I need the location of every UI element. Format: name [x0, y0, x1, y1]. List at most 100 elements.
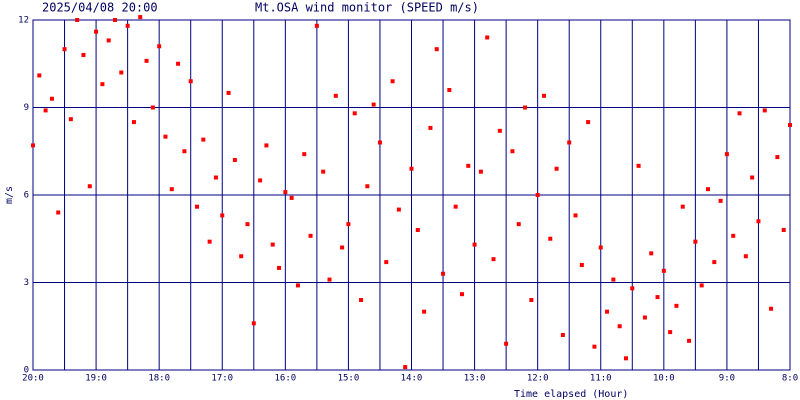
data-point [617, 324, 622, 329]
data-point [87, 184, 92, 189]
data-point [220, 213, 225, 218]
data-point [371, 102, 376, 107]
data-point [403, 365, 408, 370]
x-tick-label: 17:0 [211, 374, 233, 384]
data-point [415, 228, 420, 232]
x-axis-label: Time elapsed (Hour) [514, 389, 628, 400]
data-point [169, 187, 174, 192]
data-point [699, 283, 704, 288]
data-point [428, 125, 433, 130]
x-tick-label: 9:0 [719, 374, 735, 384]
date-title: 2025/04/08 20:00 [42, 1, 158, 15]
data-point [718, 198, 723, 203]
data-point [529, 298, 534, 302]
x-tick-label: 16:0 [274, 374, 296, 384]
data-point [321, 169, 326, 174]
data-point [712, 260, 717, 265]
data-point [409, 166, 414, 171]
data-point [176, 61, 181, 66]
data-point [31, 143, 35, 148]
data-point [705, 187, 710, 192]
data-point [396, 207, 401, 212]
data-point [636, 163, 641, 168]
x-tick-label: 14:0 [401, 374, 423, 384]
y-tick-label: 0 [24, 366, 29, 376]
y-tick-label: 12 [18, 16, 29, 26]
data-point [182, 149, 187, 154]
data-point [308, 233, 313, 238]
data-point [655, 295, 660, 300]
data-point [516, 222, 521, 227]
data-point [302, 152, 307, 157]
data-point [150, 105, 155, 110]
x-tick-label: 11:0 [590, 374, 612, 384]
data-point [295, 283, 300, 288]
data-point [693, 239, 698, 244]
y-axis-label: m/s [4, 186, 15, 204]
data-point [756, 219, 761, 224]
data-point [377, 140, 382, 145]
data-point [327, 277, 332, 282]
data-point [447, 88, 452, 92]
data-point [724, 152, 729, 157]
data-point [630, 286, 635, 291]
data-point [523, 105, 528, 110]
data-point [642, 315, 647, 320]
x-tick-label: 10:0 [653, 374, 675, 384]
data-point [131, 120, 136, 125]
data-point [62, 47, 67, 52]
data-point [762, 108, 767, 113]
data-point [743, 254, 748, 259]
data-point [188, 79, 193, 84]
data-point [623, 356, 628, 361]
data-point [390, 79, 395, 84]
data-point [213, 175, 218, 180]
data-point [573, 213, 578, 218]
data-point [592, 344, 597, 349]
data-point [649, 251, 654, 256]
y-tick-label: 3 [24, 278, 29, 288]
y-tick-label: 6 [24, 191, 29, 201]
x-tick-label: 18:0 [148, 374, 170, 384]
data-point [49, 96, 54, 101]
data-point [106, 38, 111, 43]
data-point [333, 93, 338, 98]
data-point [611, 277, 616, 282]
data-point [567, 140, 572, 145]
x-tick-label: 13:0 [464, 374, 486, 384]
data-point [422, 309, 427, 314]
data-point [119, 70, 124, 75]
data-point [277, 265, 282, 270]
data-point [81, 53, 86, 57]
data-point [384, 260, 389, 265]
data-point [68, 117, 73, 122]
data-point [226, 90, 231, 95]
data-point [239, 254, 244, 259]
data-point [788, 123, 792, 127]
data-point [668, 330, 673, 335]
data-point [579, 263, 584, 267]
data-point [201, 137, 206, 142]
data-point [94, 29, 99, 34]
data-point [554, 166, 559, 171]
data-point [264, 143, 269, 148]
data-point [75, 18, 80, 22]
data-point [769, 306, 774, 311]
data-point [100, 82, 105, 87]
y-tick-label: 9 [24, 103, 29, 113]
data-point [434, 47, 439, 52]
data-point [586, 120, 591, 125]
data-point [37, 73, 42, 78]
data-point [251, 321, 256, 326]
x-tick-label: 8:0 [782, 374, 798, 384]
data-point [510, 149, 515, 154]
data-point [687, 338, 692, 343]
data-point [535, 193, 540, 197]
data-point [548, 236, 553, 241]
data-point [459, 292, 464, 297]
data-point [157, 44, 162, 49]
data-point [605, 309, 610, 314]
data-point [466, 163, 471, 168]
